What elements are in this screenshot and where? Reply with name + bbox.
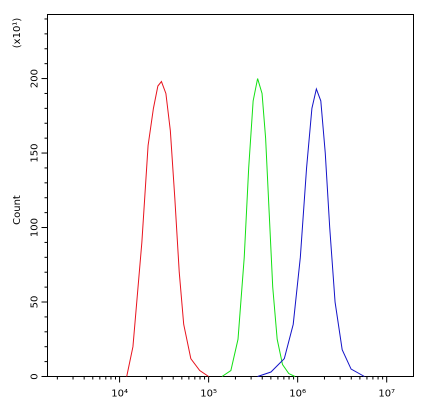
y-tick-label: 200: [30, 69, 41, 88]
y-tick-label: 100: [30, 218, 41, 237]
histogram-line: [221, 78, 296, 377]
x-tick-label: 10⁷: [378, 389, 395, 400]
y-multiplier: (x10¹): [12, 18, 23, 49]
y-tick-label: 150: [30, 143, 41, 162]
x-tick-label: 10⁴: [111, 389, 128, 400]
x-tick-label: 10⁵: [200, 389, 217, 400]
plot-frame: [47, 14, 414, 377]
y-axis-label: Count: [12, 195, 23, 225]
x-tick-label: 10⁶: [289, 389, 306, 400]
histogram-line: [257, 87, 365, 377]
y-tick-label: 50: [30, 296, 41, 309]
y-tick-label: 0: [30, 373, 41, 379]
histogram-line: [126, 80, 209, 377]
